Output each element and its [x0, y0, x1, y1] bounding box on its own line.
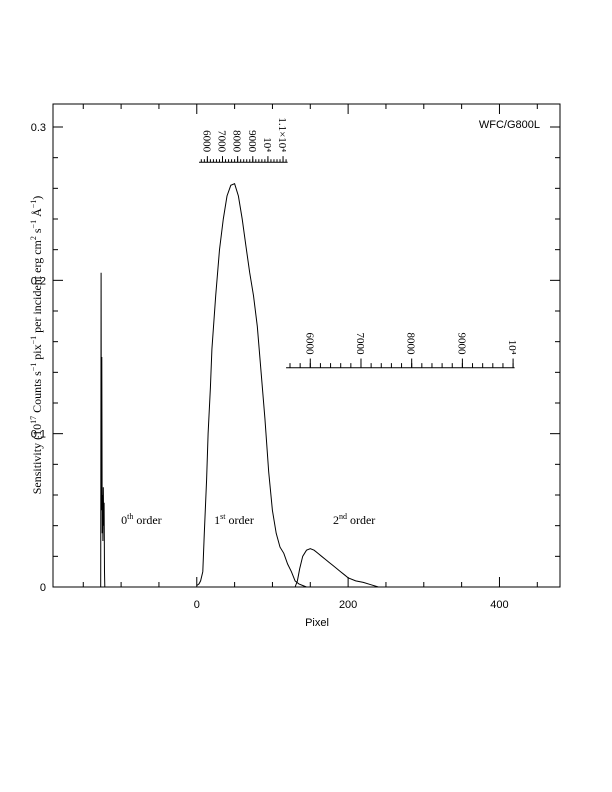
- wavelength-tick-label: 7000: [216, 130, 228, 153]
- wavelength-tick-label: 7000: [354, 333, 366, 356]
- sensitivity-curves: [100, 183, 379, 588]
- wavelength-tick-label: 9000: [246, 130, 258, 153]
- x-tick-label: 200: [339, 599, 357, 611]
- wavelength-tick-label: 10⁴: [261, 137, 273, 152]
- wavelength-tick-label: 8000: [405, 333, 417, 356]
- order-label-0: 0th order: [121, 512, 162, 527]
- order-label-1: 1st order: [214, 512, 254, 527]
- x-tick-label: 0: [194, 599, 200, 611]
- instrument-label: WFC/G800L: [479, 119, 540, 131]
- series-2nd-order-curve: [294, 548, 379, 588]
- y-tick-label: 0.3: [31, 122, 46, 134]
- wavelength-tick-label: 10⁴: [506, 340, 518, 355]
- wavelength-tick-label: 6000: [200, 130, 212, 153]
- wavelength-scale-1st-order: 6000 7000 8000 9000 10⁴ 1.1×10⁴: [199, 117, 288, 163]
- x-axis: 0 200 400: [82, 104, 538, 611]
- x-axis-title: Pixel: [305, 617, 329, 629]
- wavelength-tick-label: 9000: [455, 333, 467, 356]
- order-label-2: 2nd order: [333, 512, 375, 527]
- wavelength-tick-label: 1.1×10⁴: [276, 117, 288, 152]
- y-tick-label: 0.2: [31, 275, 46, 287]
- series-0th-order-curve: [100, 272, 106, 588]
- series-1st-order-curve: [196, 183, 307, 588]
- y-tick-label: 0: [40, 582, 46, 594]
- x-tick-label: 400: [490, 599, 508, 611]
- order-labels: 0th order 1st order 2nd order: [121, 512, 375, 527]
- wavelength-tick-label: 8000: [231, 130, 243, 153]
- wavelength-scale-2nd-order: 6000 7000 8000 9000 10⁴: [286, 333, 518, 369]
- y-tick-label: 0.1: [31, 429, 46, 441]
- y-axis: 0 0.1 0.2 0.3: [31, 122, 560, 594]
- y-axis-title: Sensitivity (1017 Counts s−1 pix−1 per i…: [29, 196, 44, 495]
- wavelength-tick-label: 6000: [303, 333, 315, 356]
